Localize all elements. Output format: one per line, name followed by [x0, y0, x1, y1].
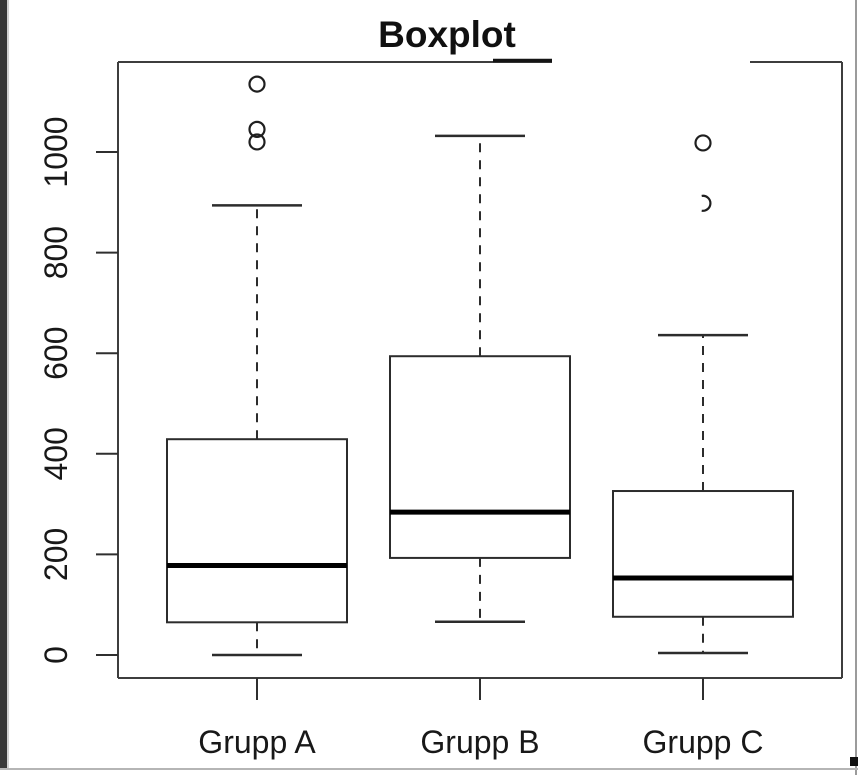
iqr-box-grupp-b [389, 355, 571, 559]
y-axis-tick-label: 800 [38, 226, 74, 279]
outlier-point-grupp-c [694, 134, 712, 152]
outlier-point-grupp-a [248, 133, 266, 151]
iqr-box-grupp-c [612, 490, 794, 618]
iqr-box-grupp-a [166, 438, 348, 624]
outlier-point-grupp-a [248, 75, 266, 93]
x-axis-tick-label: Grupp A [198, 724, 316, 760]
x-axis-tick-label: Grupp B [420, 724, 539, 760]
window-left-border-highlight [7, 0, 9, 769]
outlier-point-grupp-a [248, 120, 266, 138]
y-axis-tick-label: 0 [38, 646, 74, 664]
window-left-border [0, 0, 7, 769]
window-resize-corner-mark [850, 757, 858, 766]
y-axis-tick-label: 600 [38, 327, 74, 380]
window-bottom-border [0, 768, 858, 770]
chart-layer: 0 200 400 600 800 1000 Grupp A Grupp B Grupp C [38, 58, 843, 760]
outlier-point-grupp-c [701, 194, 712, 212]
chart-title: Boxplot [378, 14, 516, 55]
y-axis-tick-label: 400 [38, 427, 74, 480]
y-axis-tick-label: 1000 [38, 116, 74, 187]
x-axis-tick-label: Grupp C [643, 724, 764, 760]
y-axis-tick-label: 200 [38, 528, 74, 581]
window-right-border [855, 0, 857, 775]
